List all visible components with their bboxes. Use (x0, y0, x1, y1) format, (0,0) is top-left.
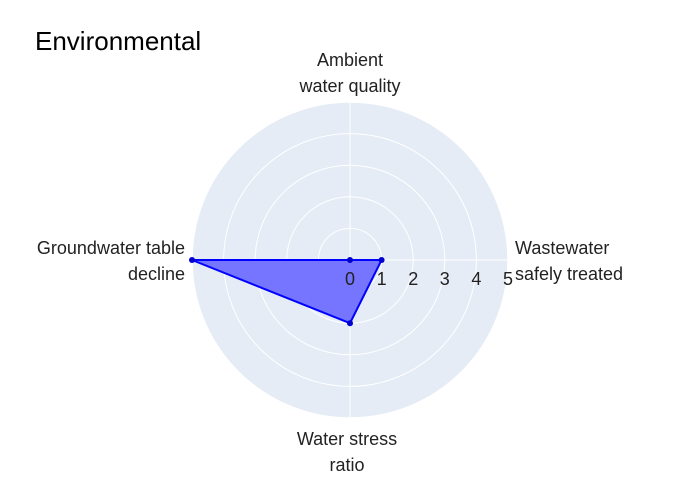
data-point-2 (189, 257, 195, 263)
chart-title: Environmental (35, 26, 201, 56)
data-point-3 (347, 320, 353, 327)
radial-tick-label: 5 (503, 269, 513, 289)
axis-label-line: Wastewater (515, 238, 609, 258)
radial-tick-label: 3 (440, 269, 450, 289)
axis-label-3: Water stress ratio (297, 429, 397, 475)
radial-tick-label: 2 (408, 269, 418, 289)
radial-tick-label: 0 (345, 269, 355, 289)
axis-label-line: Groundwater table (37, 238, 185, 258)
radial-tick-label: 1 (377, 269, 387, 289)
data-point-0 (378, 257, 385, 263)
axis-label-2: Groundwater table decline (37, 238, 185, 284)
radial-tick-labels: 0 1 2 3 4 5 (345, 269, 513, 289)
data-series (189, 257, 385, 327)
axis-label-line: safely treated (515, 264, 623, 284)
axis-label-line: water quality (298, 76, 400, 96)
radial-tick-label: 4 (471, 269, 481, 289)
axis-label-line: Ambient (317, 50, 383, 70)
axis-label-line: Water stress (297, 429, 397, 449)
axis-label-0: Wastewater safely treated (515, 238, 623, 284)
axis-labels: Wastewater safely treated Ambient water qua… (37, 50, 623, 475)
data-point-1 (347, 257, 353, 263)
axis-label-1: Ambient water quality (298, 50, 400, 96)
axis-label-line: ratio (329, 455, 364, 475)
axis-label-line: decline (128, 264, 185, 284)
